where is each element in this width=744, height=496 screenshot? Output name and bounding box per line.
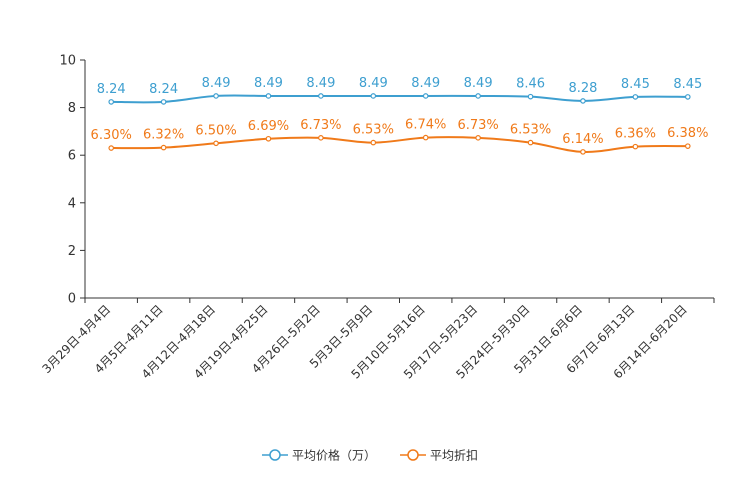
data-label: 6.73% (457, 118, 498, 133)
data-point[interactable] (684, 94, 691, 100)
data-point[interactable] (213, 140, 219, 147)
data-label: 8.24 (97, 82, 126, 97)
data-label: 8.49 (254, 76, 283, 91)
legend-label: 平均折扣 (430, 448, 478, 463)
legend-marker (269, 449, 281, 461)
data-point[interactable] (632, 94, 639, 100)
data-point[interactable] (265, 135, 272, 142)
data-point[interactable] (475, 135, 481, 141)
data-label: 6.30% (91, 128, 132, 143)
data-point[interactable] (318, 135, 324, 141)
data-point[interactable] (527, 139, 534, 146)
data-point[interactable] (475, 93, 481, 99)
series-0: 8.24 8.24 8.49 8.49 8.49 8.49 8.49 8.49 8.46 8.28… (97, 76, 702, 105)
series-line (111, 136, 688, 153)
data-label: 6.50% (195, 123, 236, 138)
y-tick-label: 0 (68, 292, 76, 307)
y-tick-label: 2 (68, 244, 76, 259)
data-label: 6.38% (667, 126, 708, 141)
data-point[interactable] (370, 93, 377, 99)
data-point[interactable] (422, 93, 429, 99)
data-point[interactable] (422, 134, 429, 141)
y-tick-label: 6 (68, 149, 76, 164)
data-point[interactable] (108, 99, 115, 105)
legend-item[interactable]: 平均折扣 (400, 448, 478, 463)
data-label: 6.36% (615, 127, 656, 142)
data-point[interactable] (160, 144, 167, 151)
data-label: 8.46 (516, 77, 545, 92)
data-point[interactable] (213, 93, 219, 99)
data-label: 8.45 (673, 77, 702, 92)
data-point[interactable] (527, 93, 534, 100)
legend[interactable]: 平均价格（万） 平均折扣 (262, 448, 478, 463)
data-label: 6.53% (510, 123, 551, 138)
series-line (111, 94, 688, 104)
y-tick-label: 8 (68, 101, 76, 116)
legend-label: 平均价格（万） (292, 448, 376, 463)
data-label: 8.24 (149, 82, 178, 97)
y-tick-label: 4 (68, 196, 76, 211)
data-point[interactable] (684, 143, 691, 149)
data-label: 8.49 (306, 76, 335, 91)
data-label: 6.74% (405, 118, 446, 133)
legend-item[interactable]: 平均价格（万） (262, 448, 376, 463)
data-label: 8.49 (411, 76, 440, 91)
data-point[interactable] (370, 139, 377, 146)
data-label: 6.14% (562, 132, 603, 147)
series-1: 6.30% 6.32% 6.50% 6.69% 6.73% 6.53% 6.74% 6.73%… (91, 118, 708, 155)
data-label: 6.53% (353, 123, 394, 138)
data-label: 8.49 (202, 76, 231, 91)
data-point[interactable] (108, 145, 115, 151)
data-point[interactable] (265, 93, 272, 99)
data-label: 8.45 (621, 77, 650, 92)
data-label: 6.73% (300, 118, 341, 133)
series-layer: 8.24 8.24 8.49 8.49 8.49 8.49 8.49 8.49 8.46 8.28… (91, 76, 708, 155)
data-label: 8.28 (568, 81, 597, 96)
data-label: 6.69% (248, 119, 289, 134)
legend-marker (407, 449, 419, 461)
data-label: 8.49 (359, 76, 388, 91)
data-point[interactable] (580, 149, 586, 155)
data-point[interactable] (160, 99, 167, 105)
data-label: 8.49 (464, 76, 493, 91)
y-tick-label: 10 (59, 54, 76, 69)
data-point[interactable] (580, 98, 586, 104)
data-point[interactable] (632, 143, 639, 150)
data-label: 6.32% (143, 128, 184, 143)
data-point[interactable] (318, 93, 324, 99)
